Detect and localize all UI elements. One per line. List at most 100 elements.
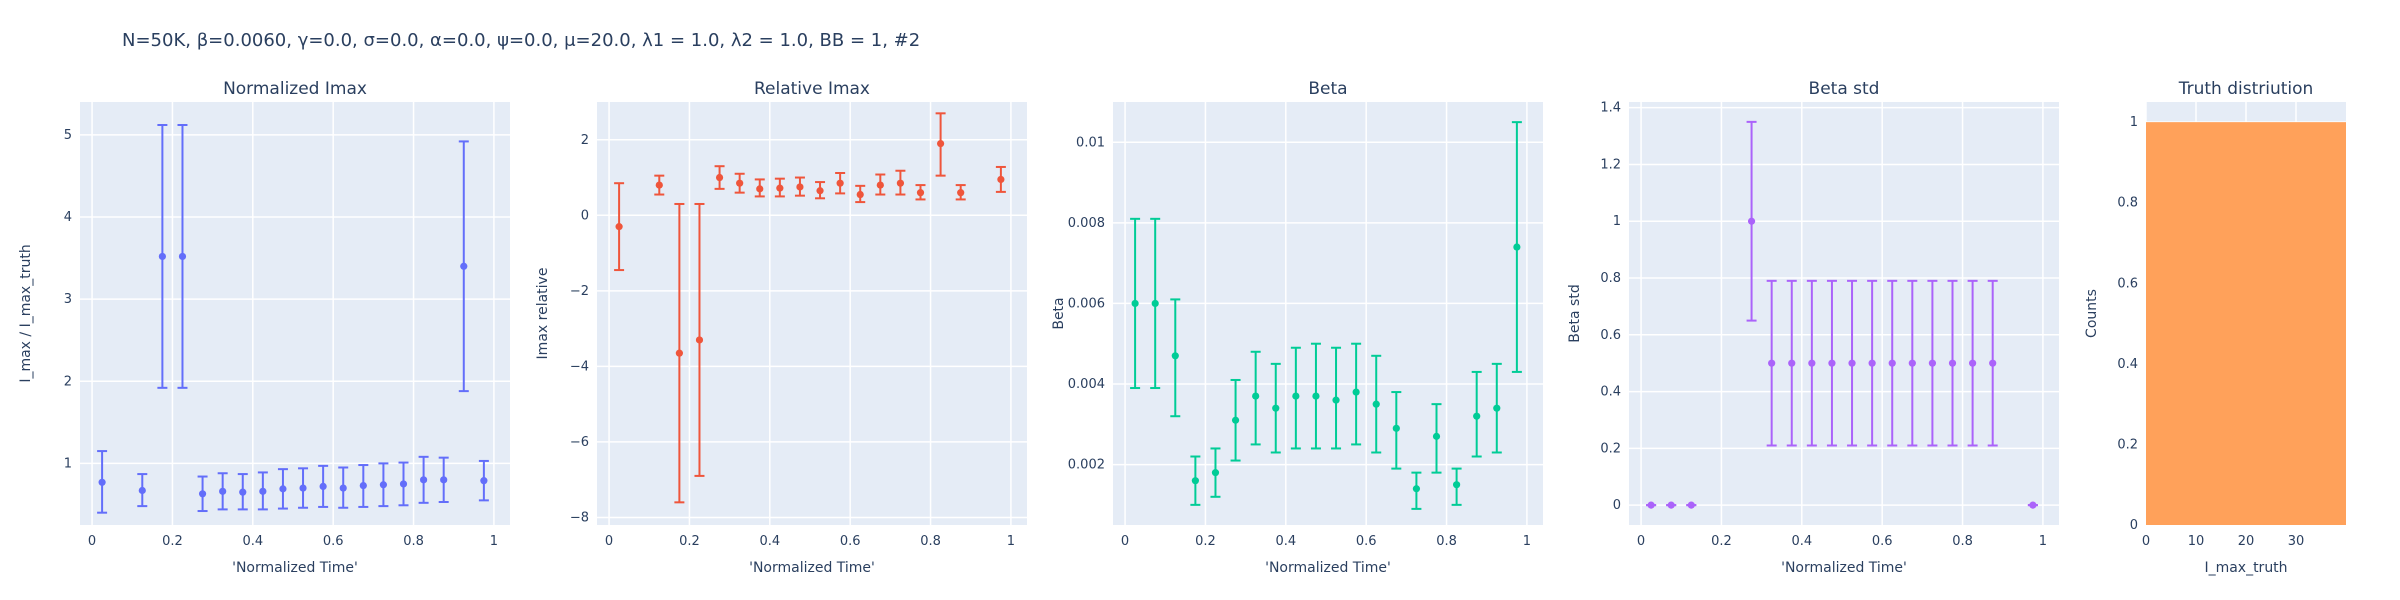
beta-plot-area — [1113, 102, 1543, 525]
relative-imax-x-axis-label: 'Normalized Time' — [749, 560, 875, 576]
beta-std-data-point — [1687, 501, 1695, 509]
relative-imax-y-tick-label: −2 — [570, 284, 589, 299]
beta-std-data-point — [1888, 359, 1896, 367]
beta-std-x-tick-label: 0.8 — [1952, 534, 1973, 549]
beta-std-x-tick-label: 1 — [2039, 534, 2047, 549]
beta-data-point — [1131, 299, 1139, 308]
beta-data-point — [1392, 424, 1400, 432]
beta-x-tick-label: 0.2 — [1195, 534, 1216, 549]
relative-imax-data-point — [957, 189, 965, 197]
beta-data-point — [1432, 432, 1441, 440]
beta-data-point — [1332, 396, 1340, 404]
beta-y-axis-label: Beta — [1051, 297, 1067, 329]
beta-data-point — [1412, 485, 1421, 493]
relative-imax-x-tick-label: 0 — [605, 534, 613, 549]
beta-std-data-point — [1808, 359, 1816, 367]
relative-imax-data-point — [997, 175, 1005, 184]
normalized-imax-data-point — [299, 484, 307, 492]
beta-std-y-tick-label: 0.8 — [1600, 271, 1621, 286]
normalized-imax-y-tick-label: 5 — [64, 128, 72, 143]
figure-title: N=50K, β=0.0060, γ=0.0, σ=0.0, α=0.0, ψ=… — [122, 30, 921, 51]
truth-distribution-x-tick-label: 0 — [2142, 534, 2150, 549]
beta-data-point — [1473, 412, 1481, 420]
relative-imax-x-tick-label: 1 — [1007, 534, 1015, 549]
beta-x-tick-label: 0 — [1121, 534, 1129, 549]
beta-data-point — [1312, 392, 1320, 400]
relative-imax-data-point — [896, 179, 905, 187]
relative-imax-data-point — [936, 139, 945, 148]
relative-imax-y-tick-label: −4 — [570, 359, 589, 374]
beta-x-tick-label: 0.6 — [1356, 534, 1377, 549]
subplot-truth-distribution: 0 10 20 30 0 0.2 0.4 0.6 0.8 1 Truth distriution I_… — [2084, 79, 2346, 576]
normalized-imax-data-point — [279, 485, 287, 493]
beta-y-tick-label: 0.006 — [1068, 296, 1105, 311]
beta-std-data-point — [1647, 501, 1655, 509]
relative-imax-data-point — [756, 185, 764, 193]
beta-data-point — [1231, 416, 1240, 424]
normalized-imax-x-tick-label: 0.6 — [323, 534, 344, 549]
relative-imax-data-point — [836, 179, 844, 187]
beta-std-data-point — [1768, 359, 1776, 367]
normalized-imax-y-axis-label: I_max / I_max_truth — [18, 244, 34, 382]
beta-std-data-point — [1848, 359, 1856, 367]
relative-imax-data-point — [695, 336, 704, 344]
normalized-imax-data-point — [158, 252, 166, 261]
relative-imax-data-point — [655, 181, 663, 189]
relative-imax-x-tick-label: 0.8 — [920, 534, 941, 549]
normalized-imax-data-point — [259, 487, 267, 495]
beta-std-plot-area — [1629, 102, 2059, 525]
beta-std-data-point — [1948, 359, 1957, 367]
beta-data-point — [1493, 404, 1501, 412]
relative-imax-data-point — [856, 190, 864, 199]
relative-imax-data-point — [876, 181, 884, 189]
beta-title: Beta — [1308, 79, 1347, 99]
beta-y-tick-label: 0.004 — [1068, 377, 1105, 392]
normalized-imax-x-tick-label: 1 — [490, 534, 498, 549]
beta-data-point — [1211, 469, 1220, 477]
relative-imax-title: Relative Imax — [754, 79, 870, 99]
beta-data-point — [1352, 388, 1360, 396]
normalized-imax-data-point — [480, 477, 488, 485]
subplot-beta-std: 0 0.2 0.4 0.6 0.8 1 0 0.2 0.4 0.6 0.8 1 1.2 1.4 Beta s… — [1567, 79, 2059, 576]
normalized-imax-data-point — [379, 481, 388, 489]
beta-std-x-tick-label: 0.6 — [1872, 534, 1893, 549]
normalized-imax-data-point — [219, 487, 227, 495]
truth-distribution-y-tick-label: 0.6 — [2117, 276, 2138, 291]
beta-std-y-tick-label: 0 — [1613, 498, 1621, 513]
normalized-imax-data-point — [198, 490, 207, 498]
beta-std-data-point — [1788, 359, 1796, 367]
beta-std-data-point — [1989, 359, 1997, 367]
relative-imax-data-point — [675, 349, 683, 357]
beta-data-point — [1272, 404, 1280, 412]
normalized-imax-data-point — [339, 484, 347, 492]
normalized-imax-y-tick-label: 3 — [64, 292, 72, 307]
normalized-imax-data-point — [440, 476, 448, 484]
beta-std-y-tick-label: 1.2 — [1600, 157, 1621, 172]
normalized-imax-title: Normalized Imax — [223, 79, 367, 99]
relative-imax-data-point — [776, 184, 784, 192]
beta-std-y-tick-label: 1 — [1613, 214, 1621, 229]
truth-distribution-bar — [2146, 122, 2346, 526]
beta-data-point — [1292, 392, 1300, 400]
beta-std-y-axis-label: Beta std — [1567, 284, 1583, 342]
normalized-imax-data-point — [239, 488, 247, 496]
beta-std-data-point — [1928, 359, 1937, 367]
relative-imax-y-tick-label: 0 — [581, 208, 589, 223]
normalized-imax-x-tick-label: 0.4 — [242, 534, 263, 549]
beta-y-tick-label: 0.008 — [1068, 216, 1105, 231]
relative-imax-data-point — [796, 183, 804, 191]
relative-imax-x-tick-label: 0.6 — [840, 534, 861, 549]
relative-imax-y-tick-label: 2 — [581, 133, 589, 148]
subplot-beta: 0 0.2 0.4 0.6 0.8 1 0.002 0.004 0.006 0.008 0.01 Be… — [1051, 79, 1543, 576]
beta-x-tick-label: 1 — [1523, 534, 1531, 549]
beta-x-tick-label: 0.8 — [1436, 534, 1457, 549]
normalized-imax-data-point — [419, 476, 428, 484]
beta-std-y-tick-label: 0.2 — [1600, 441, 1621, 456]
beta-std-y-tick-label: 1.4 — [1600, 101, 1621, 116]
beta-std-data-point — [1667, 501, 1675, 509]
beta-std-x-tick-label: 0 — [1637, 534, 1645, 549]
normalized-imax-data-point — [460, 262, 468, 270]
beta-std-x-tick-label: 0.2 — [1711, 534, 1732, 549]
relative-imax-y-tick-label: −8 — [570, 510, 589, 525]
subplot-relative-imax: 0 0.2 0.4 0.6 0.8 1 −8 −6 −4 −2 0 2 Relative Imax 'No… — [535, 79, 1027, 576]
